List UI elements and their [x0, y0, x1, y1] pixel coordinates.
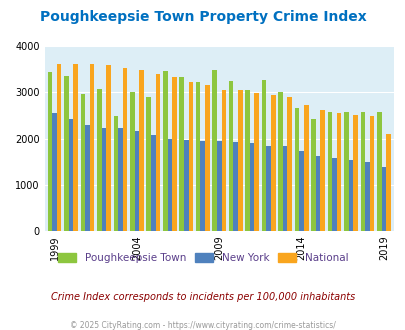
Bar — [352, 115, 357, 231]
Bar — [348, 160, 352, 231]
Bar — [134, 131, 139, 231]
Bar — [57, 64, 61, 231]
Bar — [73, 64, 78, 231]
Text: Crime Index corresponds to incidents per 100,000 inhabitants: Crime Index corresponds to incidents per… — [51, 292, 354, 302]
Bar — [122, 68, 127, 231]
Bar — [47, 72, 52, 231]
Bar — [364, 162, 369, 231]
Bar — [64, 76, 68, 231]
Bar — [80, 94, 85, 231]
Bar — [183, 140, 188, 231]
Bar — [179, 77, 183, 231]
Bar — [172, 77, 176, 231]
Bar — [331, 158, 336, 231]
Bar — [343, 112, 348, 231]
Bar — [360, 112, 364, 231]
Bar — [266, 146, 270, 231]
Bar — [381, 167, 385, 231]
Bar — [106, 65, 111, 231]
Bar — [155, 74, 160, 231]
Bar — [310, 119, 315, 231]
Bar — [139, 70, 143, 231]
Bar — [233, 142, 237, 231]
Bar — [327, 112, 331, 231]
Bar — [188, 82, 193, 231]
Text: © 2025 CityRating.com - https://www.cityrating.com/crime-statistics/: © 2025 CityRating.com - https://www.city… — [70, 321, 335, 330]
Bar — [97, 89, 101, 231]
Bar — [287, 97, 291, 231]
Bar — [315, 156, 320, 231]
Bar — [294, 108, 298, 231]
Bar — [118, 128, 122, 231]
Bar — [167, 139, 172, 231]
Text: Poughkeepsie Town Property Crime Index: Poughkeepsie Town Property Crime Index — [40, 10, 365, 24]
Bar — [245, 90, 249, 231]
Bar — [113, 116, 118, 231]
Bar — [282, 147, 287, 231]
Bar — [195, 82, 200, 231]
Bar — [130, 92, 134, 231]
Legend: Poughkeepsie Town, New York, National: Poughkeepsie Town, New York, National — [53, 248, 352, 267]
Bar — [200, 141, 205, 231]
Bar — [146, 97, 151, 231]
Bar — [336, 113, 341, 231]
Bar — [376, 112, 381, 231]
Bar — [68, 119, 73, 231]
Bar — [85, 125, 90, 231]
Bar — [249, 143, 254, 231]
Bar — [277, 92, 282, 231]
Bar — [221, 90, 226, 231]
Bar — [261, 81, 266, 231]
Bar — [303, 105, 308, 231]
Bar — [254, 93, 258, 231]
Bar — [216, 141, 221, 231]
Bar — [90, 64, 94, 231]
Bar — [369, 116, 373, 231]
Bar — [270, 95, 275, 231]
Bar — [298, 151, 303, 231]
Bar — [205, 85, 209, 231]
Bar — [237, 90, 242, 231]
Bar — [212, 70, 216, 231]
Bar — [320, 110, 324, 231]
Bar — [228, 81, 233, 231]
Bar — [151, 135, 155, 231]
Bar — [52, 113, 57, 231]
Bar — [101, 128, 106, 231]
Bar — [162, 71, 167, 231]
Bar — [385, 134, 390, 231]
